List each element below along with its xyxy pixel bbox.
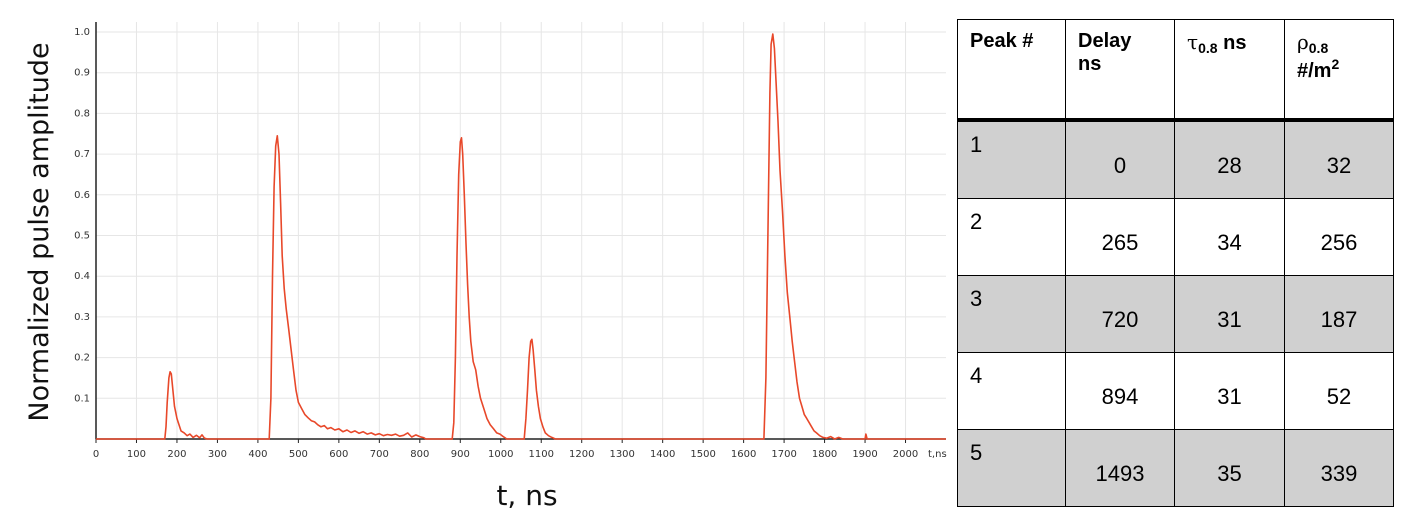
x-tick-label: 1800 <box>812 449 837 460</box>
cell-peak: 3 <box>957 275 1066 353</box>
x-tick-label: 300 <box>208 449 227 460</box>
cell-delay: 1493 <box>1065 429 1175 507</box>
cell-rho: 256 <box>1284 198 1394 276</box>
y-tick-label: 0.8 <box>74 108 90 119</box>
header-rho: ρ0.8 #/m2 <box>1284 19 1394 122</box>
x-tick-label: 900 <box>451 449 470 460</box>
tau-unit: ns <box>1223 32 1247 54</box>
cell-rho: 32 <box>1284 119 1394 199</box>
cell-delay: 0 <box>1065 119 1175 199</box>
y-tick-label: 0.5 <box>74 231 90 242</box>
cell-peak: 4 <box>957 352 1066 430</box>
x-axis-title: t, ns <box>496 479 557 512</box>
chart-grid <box>95 22 946 439</box>
cell-rho: 339 <box>1284 429 1394 507</box>
cell-tau: 35 <box>1174 429 1285 507</box>
rho-superscript: 2 <box>1331 56 1340 72</box>
y-tick-label: 0.9 <box>74 68 90 79</box>
x-tick-label: 1300 <box>609 449 634 460</box>
table-row: 2 265 34 256 <box>957 198 1394 276</box>
x-tick-label: 0 <box>93 449 99 460</box>
header-peak-label: Peak # <box>970 30 1034 52</box>
cell-peak: 1 <box>957 119 1066 199</box>
cell-rho: 187 <box>1284 275 1394 353</box>
cell-delay: 894 <box>1065 352 1175 430</box>
table-row: 4 894 31 52 <box>957 352 1394 430</box>
cell-tau: 31 <box>1174 352 1285 430</box>
cell-rho: 52 <box>1284 352 1394 430</box>
tau-subscript: 0.8 <box>1198 40 1218 56</box>
x-tick-label: 700 <box>370 449 389 460</box>
x-tick-label: 2000 <box>893 449 918 460</box>
x-tick-label: 800 <box>410 449 429 460</box>
y-axis-title: Normalized pulse amplitude <box>24 42 55 421</box>
table-row: 5 1493 35 339 <box>957 429 1394 507</box>
header-delay-unit: ns <box>1078 53 1102 75</box>
tau-symbol: τ <box>1187 30 1199 54</box>
cell-peak: 2 <box>957 198 1066 276</box>
x-tick-label: 1400 <box>650 449 675 460</box>
rho-symbol: ρ <box>1297 30 1309 54</box>
x-tick-label: 100 <box>127 449 146 460</box>
header-delay-label: Delay <box>1078 30 1132 52</box>
header-peak: Peak # <box>957 19 1066 122</box>
y-axis-ticks: 0.1 0.2 0.3 0.4 0.5 0.6 0.7 0.8 0.9 1.0 <box>74 27 90 404</box>
x-tick-label: 1000 <box>488 449 513 460</box>
x-tick-label: 200 <box>167 449 186 460</box>
x-tick-label: 600 <box>329 449 348 460</box>
x-axis-unit-label: t,ns <box>928 449 947 460</box>
x-tick-label: 1600 <box>731 449 756 460</box>
x-tick-label: 400 <box>248 449 267 460</box>
y-tick-label: 0.3 <box>74 312 90 323</box>
x-tick-label: 1700 <box>771 449 796 460</box>
y-tick-label: 0.6 <box>74 190 90 201</box>
y-tick-label: 0.2 <box>74 353 90 364</box>
x-axis-ticks: 0 100 200 300 400 500 600 700 800 900 1000 1100 1200… <box>93 439 918 460</box>
table-row: 1 0 28 32 <box>957 119 1394 199</box>
cell-delay: 265 <box>1065 198 1175 276</box>
cell-tau: 31 <box>1174 275 1285 353</box>
x-tick-label: 1200 <box>569 449 594 460</box>
cell-delay: 720 <box>1065 275 1175 353</box>
rho-subscript: 0.8 <box>1308 40 1329 56</box>
y-tick-label: 0.4 <box>74 271 90 282</box>
x-tick-label: 1500 <box>690 449 715 460</box>
peak-table: Peak # Delay ns τ0.8 ns ρ0.8 #/m2 1 0 28 3… <box>957 19 1394 507</box>
y-tick-label: 1.0 <box>74 27 90 38</box>
cell-tau: 34 <box>1174 198 1285 276</box>
header-delay: Delay ns <box>1065 19 1175 122</box>
cell-tau: 28 <box>1174 119 1285 199</box>
table-row: 3 720 31 187 <box>957 275 1394 353</box>
pulse-chart: 0 100 200 300 400 500 600 700 800 900 1000 1100 1200… <box>24 22 947 512</box>
x-tick-label: 1100 <box>529 449 554 460</box>
y-tick-label: 0.1 <box>74 393 90 404</box>
x-tick-label: 500 <box>289 449 308 460</box>
rho-unit: #/m <box>1297 60 1332 82</box>
pulse-series-line <box>96 33 946 440</box>
table-header-row: Peak # Delay ns τ0.8 ns ρ0.8 #/m2 <box>957 19 1394 122</box>
cell-peak: 5 <box>957 429 1066 507</box>
y-tick-label: 0.7 <box>74 149 90 160</box>
header-tau: τ0.8 ns <box>1174 19 1285 122</box>
x-tick-label: 1900 <box>852 449 877 460</box>
